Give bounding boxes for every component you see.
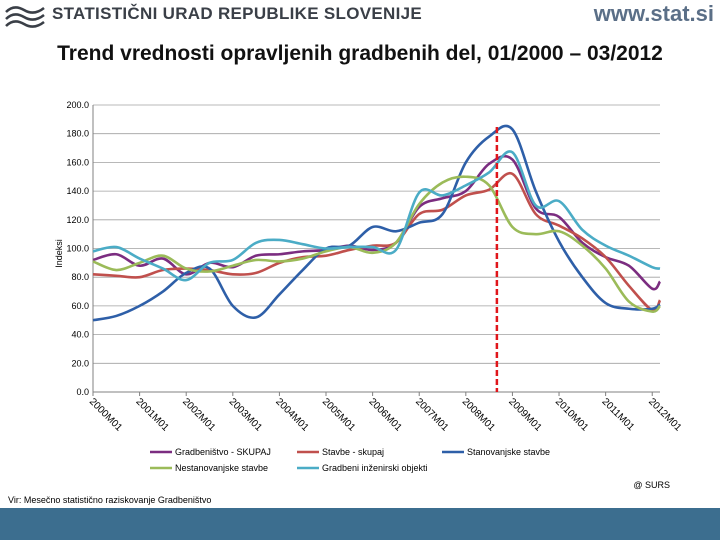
y-tick-label: 180.0	[66, 129, 89, 139]
y-tick-label: 100.0	[66, 244, 89, 254]
y-axis-label: Indeksi	[54, 239, 64, 268]
y-tick-label: 160.0	[66, 157, 89, 167]
y-tick-label: 140.0	[66, 186, 89, 196]
x-tick-label: 2003M01	[227, 396, 265, 434]
legend-label: Stavbe - skupaj	[322, 447, 384, 457]
x-tick-label: 2001M01	[133, 396, 171, 434]
chart-title: Trend vrednosti opravljenih gradbenih de…	[57, 42, 663, 65]
legend-label: Nestanovanjske stavbe	[175, 463, 268, 473]
y-tick-label: 20.0	[71, 358, 89, 368]
x-tick-label: 2004M01	[273, 396, 311, 434]
x-tick-label: 2008M01	[460, 396, 498, 434]
legend-label: Gradbeništvo - SKUPAJ	[175, 447, 271, 457]
x-tick-label: 2005M01	[320, 396, 358, 434]
site-link[interactable]: www.stat.si	[593, 1, 714, 26]
org-name: STATISTIČNI URAD REPUBLIKE SLOVENIJE	[52, 4, 423, 23]
surs-logo-icon	[5, 6, 45, 28]
x-tick-label: 2000M01	[87, 396, 125, 434]
y-tick-label: 60.0	[71, 301, 89, 311]
series-line-gradbeni-in-enirski-objekti	[92, 150, 661, 282]
y-tick-label: 120.0	[66, 215, 89, 225]
y-tick-label: 40.0	[71, 330, 89, 340]
y-tick-label: 200.0	[66, 100, 89, 110]
series-line-gradbeni-tvo-skupaj	[92, 154, 662, 291]
series-line-nestanovanjske-stavbe	[92, 175, 661, 313]
y-tick-label: 0.0	[76, 387, 89, 397]
x-tick-label: 2006M01	[366, 396, 404, 434]
x-tick-label: 2010M01	[553, 396, 591, 434]
x-tick-label: 2009M01	[506, 396, 544, 434]
x-tick-label: 2002M01	[180, 396, 218, 434]
x-tick-label: 2007M01	[413, 396, 451, 434]
series-line-stavbe-skupaj	[92, 171, 662, 312]
series-line-stanovanjske-stavbe	[92, 124, 661, 322]
footer-bar	[0, 508, 720, 540]
header: STATISTIČNI URAD REPUBLIKE SLOVENIJE www…	[0, 0, 720, 34]
line-chart: 0.0 20.0 40.0 60.0 80.0 100.0 120.0 140.0 160.0 1…	[54, 100, 684, 473]
credit: @ SURS	[633, 480, 670, 490]
x-tick-label: 2011M01	[600, 396, 637, 433]
legend-label: Gradbeni inženirski objekti	[322, 463, 428, 473]
x-tick-label: 2012M01	[646, 396, 684, 434]
y-tick-label: 80.0	[71, 272, 89, 282]
legend-label: Stanovanjske stavbe	[467, 447, 550, 457]
source-note: Vir: Mesečno statistično raziskovanje Gr…	[8, 495, 212, 505]
